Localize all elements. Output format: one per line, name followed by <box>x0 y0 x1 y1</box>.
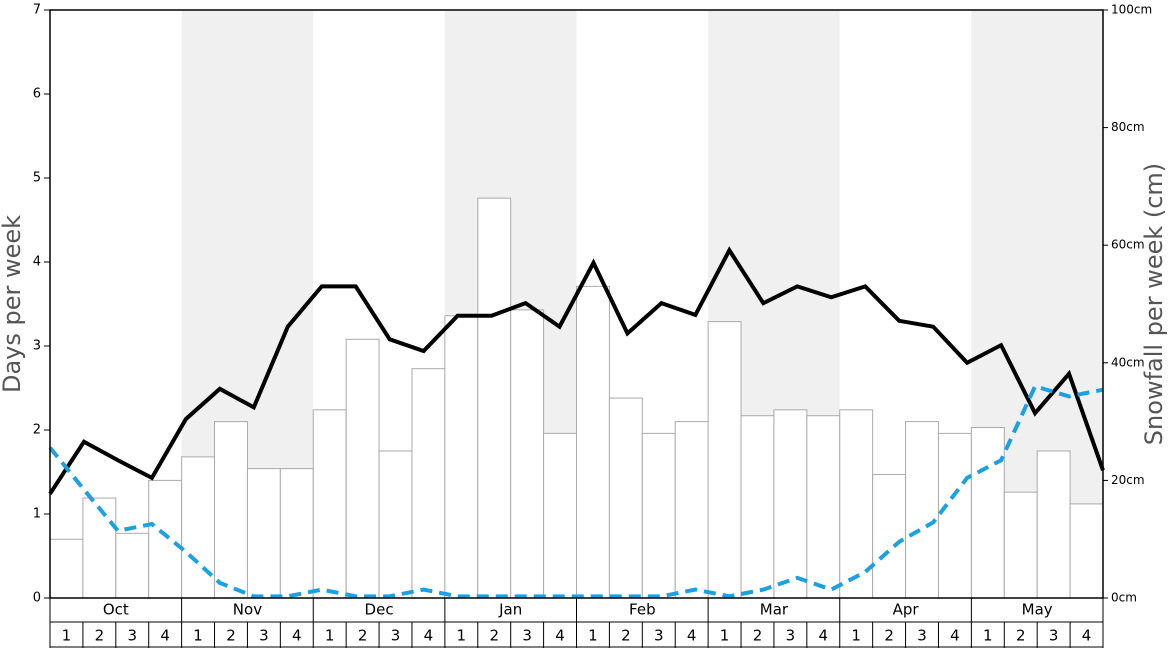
bar <box>740 415 775 599</box>
x-tick-label: 3 <box>522 627 532 645</box>
x-tick-label: 3 <box>786 627 796 645</box>
bar <box>576 285 610 599</box>
x-tick-label: 2 <box>1016 627 1026 645</box>
month-label: Dec <box>365 601 394 619</box>
x-tick-label: 3 <box>917 627 927 645</box>
bar <box>115 532 150 599</box>
y-tick-label: 2 <box>33 423 41 438</box>
month-label: Jan <box>498 601 522 619</box>
x-tick-label: 2 <box>884 627 894 645</box>
month-label: Feb <box>629 601 656 619</box>
x-tick-label: 4 <box>1082 627 1092 645</box>
bar <box>444 315 479 599</box>
y2-tick-label: 20cm <box>1111 473 1145 487</box>
y2-tick-label: 80cm <box>1111 120 1145 134</box>
y-tick-label: 6 <box>33 87 41 102</box>
bar <box>214 421 248 599</box>
x-tick-label: 3 <box>127 627 137 645</box>
line <box>48 246 1105 495</box>
bar <box>148 479 183 599</box>
x-tick-label: 2 <box>621 627 631 645</box>
x-tick-label: 2 <box>753 627 763 645</box>
bar <box>1069 503 1104 599</box>
x-tick-label: 4 <box>687 627 697 645</box>
x-tick-label: 3 <box>654 627 664 645</box>
bar <box>839 409 874 599</box>
bar <box>82 497 117 599</box>
x-tick-label: 1 <box>588 627 598 645</box>
x-tick-label: 2 <box>95 627 105 645</box>
x-tick-label: 3 <box>391 627 401 645</box>
x-tick-label: 4 <box>950 627 960 645</box>
bar <box>279 468 314 599</box>
y-axis-title: Days per week <box>0 215 26 393</box>
y2-tick-label: 100cm <box>1111 3 1152 17</box>
line <box>48 383 1104 599</box>
y2-tick-label: 60cm <box>1111 238 1145 252</box>
month-label: May <box>1022 601 1053 619</box>
month-label: Nov <box>233 601 262 619</box>
bar <box>312 409 347 599</box>
bar <box>543 432 577 599</box>
bar <box>641 432 676 599</box>
month-label: Oct <box>103 601 129 619</box>
x-tick-label: 1 <box>720 627 730 645</box>
y2-tick-label: 40cm <box>1111 355 1145 369</box>
bar <box>1003 491 1038 599</box>
bar <box>181 456 216 599</box>
bar <box>378 450 413 599</box>
x-tick-label: 4 <box>424 627 434 645</box>
bar <box>345 338 380 599</box>
x-tick-label: 1 <box>457 627 467 645</box>
x-tick-label: 4 <box>292 627 302 645</box>
bar <box>477 197 512 599</box>
bar <box>608 397 643 599</box>
bar <box>773 409 808 599</box>
y-tick-label: 0 <box>33 591 41 606</box>
bar <box>937 432 972 599</box>
y-tick-label: 5 <box>33 171 41 186</box>
y-tick-label: 7 <box>33 3 41 18</box>
x-tick-label: 4 <box>160 627 170 645</box>
y2-tick-label: 0cm <box>1111 591 1137 605</box>
y2-axis-title: Snowfall per week (cm) <box>1140 163 1168 445</box>
bar <box>970 426 1005 599</box>
x-tick-label: 1 <box>325 627 335 645</box>
x-tick-label: 1 <box>851 627 861 645</box>
x-tick-label: 1 <box>193 627 203 645</box>
x-tick-label: 2 <box>226 627 236 645</box>
bar <box>905 421 939 599</box>
bar <box>246 468 281 599</box>
bar <box>674 421 709 599</box>
x-tick-label: 1 <box>62 627 72 645</box>
bar <box>49 538 84 599</box>
bar <box>510 309 545 599</box>
y-tick-label: 1 <box>33 507 41 522</box>
x-tick-label: 4 <box>555 627 565 645</box>
bar <box>872 474 907 599</box>
month-label: Apr <box>893 601 920 619</box>
x-tick-label: 2 <box>358 627 368 645</box>
x-tick-label: 4 <box>819 627 829 645</box>
x-tick-label: 3 <box>1049 627 1059 645</box>
y-tick-label: 3 <box>33 339 41 354</box>
month-label: Mar <box>760 601 789 619</box>
x-tick-label: 3 <box>259 627 269 645</box>
y-tick-label: 4 <box>33 255 41 270</box>
bar <box>1036 450 1071 599</box>
x-tick-label: 2 <box>489 627 499 645</box>
bar <box>806 415 841 599</box>
bar <box>707 321 742 599</box>
bar <box>411 368 446 599</box>
x-tick-label: 1 <box>983 627 993 645</box>
